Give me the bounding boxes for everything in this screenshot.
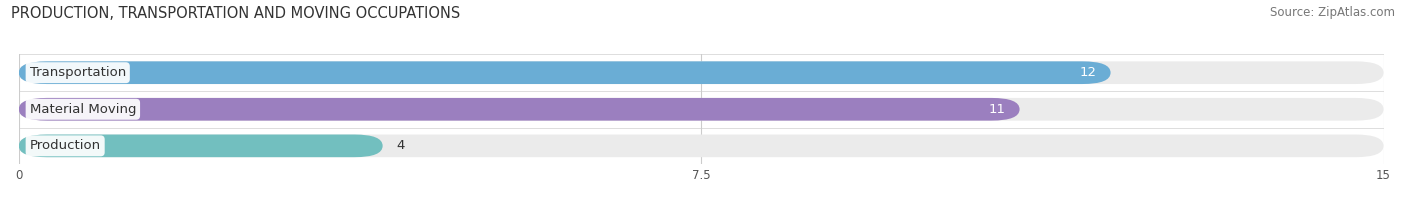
Text: Source: ZipAtlas.com: Source: ZipAtlas.com <box>1270 6 1395 19</box>
Text: PRODUCTION, TRANSPORTATION AND MOVING OCCUPATIONS: PRODUCTION, TRANSPORTATION AND MOVING OC… <box>11 6 461 21</box>
FancyBboxPatch shape <box>18 61 1111 84</box>
FancyBboxPatch shape <box>18 135 1384 157</box>
Text: Transportation: Transportation <box>30 66 127 79</box>
Text: Production: Production <box>30 139 101 152</box>
Text: 12: 12 <box>1080 66 1097 79</box>
FancyBboxPatch shape <box>18 98 1019 121</box>
FancyBboxPatch shape <box>18 135 382 157</box>
Text: 4: 4 <box>396 139 405 152</box>
Text: 11: 11 <box>988 103 1005 116</box>
FancyBboxPatch shape <box>18 61 1384 84</box>
Text: Material Moving: Material Moving <box>30 103 136 116</box>
FancyBboxPatch shape <box>18 98 1384 121</box>
